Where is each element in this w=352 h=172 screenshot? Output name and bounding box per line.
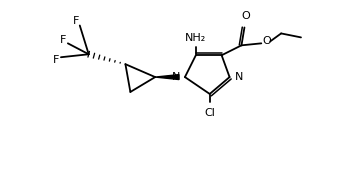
Text: N: N bbox=[171, 72, 180, 82]
Text: NH₂: NH₂ bbox=[185, 33, 207, 43]
Text: N: N bbox=[234, 72, 243, 82]
Text: F: F bbox=[60, 35, 66, 45]
Text: Cl: Cl bbox=[204, 108, 215, 118]
Text: F: F bbox=[53, 55, 59, 65]
Text: F: F bbox=[73, 15, 79, 25]
Text: O: O bbox=[262, 36, 271, 46]
Polygon shape bbox=[155, 75, 179, 80]
Text: O: O bbox=[241, 10, 250, 20]
